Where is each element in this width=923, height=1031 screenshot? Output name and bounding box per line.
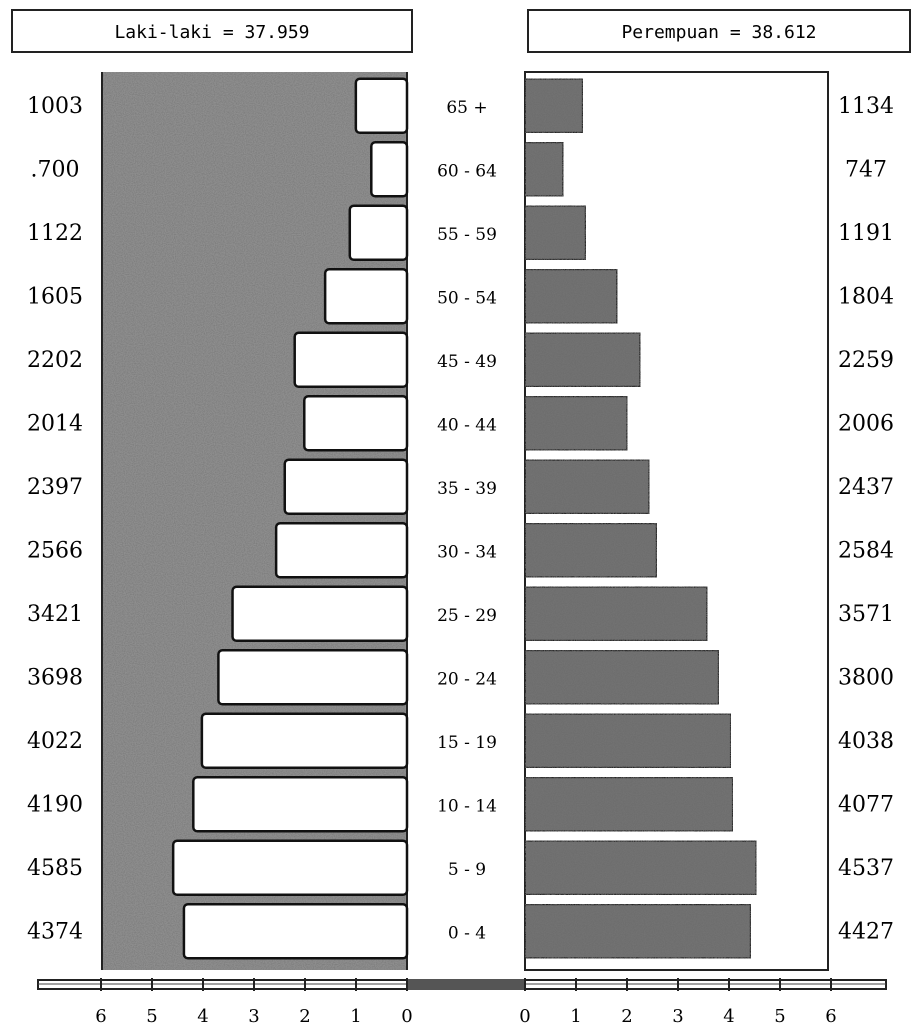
- age-group-label: 30 - 34: [437, 542, 497, 562]
- male-value-label: 1003: [27, 94, 83, 119]
- female-value-label: 2259: [838, 348, 894, 373]
- age-group-label: 10 - 14: [437, 796, 497, 816]
- female-value-label: 3571: [838, 602, 894, 627]
- female-bar: [524, 712, 732, 769]
- male-bar: [323, 268, 409, 325]
- x-tick-label-left: 5: [146, 1006, 157, 1027]
- male-bar: [192, 776, 409, 833]
- x-tick-label-right: 3: [672, 1006, 683, 1027]
- female-value-label: 2006: [838, 411, 894, 436]
- male-bar: [217, 649, 409, 706]
- female-bar: [524, 268, 619, 325]
- age-group-label: 40 - 44: [437, 415, 497, 435]
- male-value-label: 2397: [27, 475, 83, 500]
- female-bar: [524, 204, 587, 261]
- female-bar: [524, 649, 720, 706]
- age-group-label: 5 - 9: [448, 860, 486, 880]
- female-panel-frame: [524, 71, 829, 971]
- male-bar: [200, 712, 409, 769]
- age-group-label: 45 - 49: [437, 352, 497, 372]
- male-value-label: 2202: [27, 348, 83, 373]
- male-header: Laki-laki = 37.959: [11, 9, 413, 53]
- x-tick-label-right: 1: [570, 1006, 581, 1027]
- female-bar: [524, 903, 752, 960]
- male-value-label: 4585: [27, 856, 83, 881]
- female-value-label: 2584: [838, 538, 894, 563]
- male-value-label: 2566: [27, 538, 83, 563]
- x-tick-label-right: 5: [774, 1006, 785, 1027]
- x-axis: [37, 979, 887, 990]
- male-value-label: 2014: [27, 411, 83, 436]
- male-value-label: 3698: [27, 665, 83, 690]
- male-bar: [293, 331, 409, 388]
- x-tick-label-right: 2: [621, 1006, 632, 1027]
- age-group-label: 35 - 39: [437, 479, 497, 499]
- female-bar: [524, 776, 734, 833]
- female-bar: [524, 77, 584, 134]
- female-value-label: 747: [845, 157, 887, 182]
- male-total-label: Laki-laki = 37.959: [114, 22, 309, 43]
- female-bar: [524, 522, 658, 579]
- age-group-label: 65 +: [446, 98, 487, 118]
- female-bar: [524, 585, 709, 642]
- female-value-label: 1191: [838, 221, 894, 246]
- female-bar: [524, 141, 565, 198]
- male-value-label: 4022: [27, 729, 83, 754]
- female-value-label: 2437: [838, 475, 894, 500]
- male-bar: [231, 585, 409, 642]
- age-group-label: 55 - 59: [437, 225, 497, 245]
- male-bar: [283, 458, 409, 515]
- age-group-label: 15 - 19: [437, 733, 497, 753]
- age-group-label: 60 - 64: [437, 161, 497, 181]
- female-header: Perempuan = 38.612: [527, 9, 911, 53]
- female-value-label: 1804: [838, 284, 894, 309]
- male-bar: [182, 903, 409, 960]
- x-tick-label-right: 6: [825, 1006, 836, 1027]
- male-value-label: .700: [31, 157, 80, 182]
- male-bar: [348, 204, 409, 261]
- male-value-label: 1605: [27, 284, 83, 309]
- male-value-label: 3421: [27, 602, 83, 627]
- male-value-label: 1122: [27, 221, 83, 246]
- male-value-label: 4190: [27, 792, 83, 817]
- female-value-label: 4537: [838, 856, 894, 881]
- x-tick-label-right: 4: [723, 1006, 734, 1027]
- x-tick-label-left: 0: [401, 1006, 412, 1027]
- female-value-label: 3800: [838, 665, 894, 690]
- male-bar: [303, 395, 409, 452]
- x-tick-label-left: 6: [95, 1006, 106, 1027]
- female-value-label: 4077: [838, 792, 894, 817]
- x-tick-label-left: 1: [350, 1006, 361, 1027]
- female-bar: [524, 458, 651, 515]
- x-tick-label-left: 4: [197, 1006, 208, 1027]
- male-bar: [274, 522, 409, 579]
- age-group-label: 50 - 54: [437, 288, 497, 308]
- female-value-label: 4427: [838, 919, 894, 944]
- female-total-label: Perempuan = 38.612: [621, 22, 816, 43]
- x-tick-label-right: 0: [519, 1006, 530, 1027]
- female-bar: [524, 839, 758, 896]
- female-bar: [524, 395, 629, 452]
- male-bar: [354, 77, 409, 134]
- male-value-label: 4374: [27, 919, 83, 944]
- male-bar: [171, 839, 409, 896]
- age-group-label: 20 - 24: [437, 669, 497, 689]
- female-bar: [524, 331, 642, 388]
- female-value-label: 4038: [838, 729, 894, 754]
- age-group-label: 25 - 29: [437, 606, 497, 626]
- age-group-label: 0 - 4: [448, 923, 486, 943]
- x-tick-label-left: 2: [299, 1006, 310, 1027]
- female-value-label: 1134: [838, 94, 894, 119]
- x-tick-label-left: 3: [248, 1006, 259, 1027]
- male-bar: [370, 141, 409, 198]
